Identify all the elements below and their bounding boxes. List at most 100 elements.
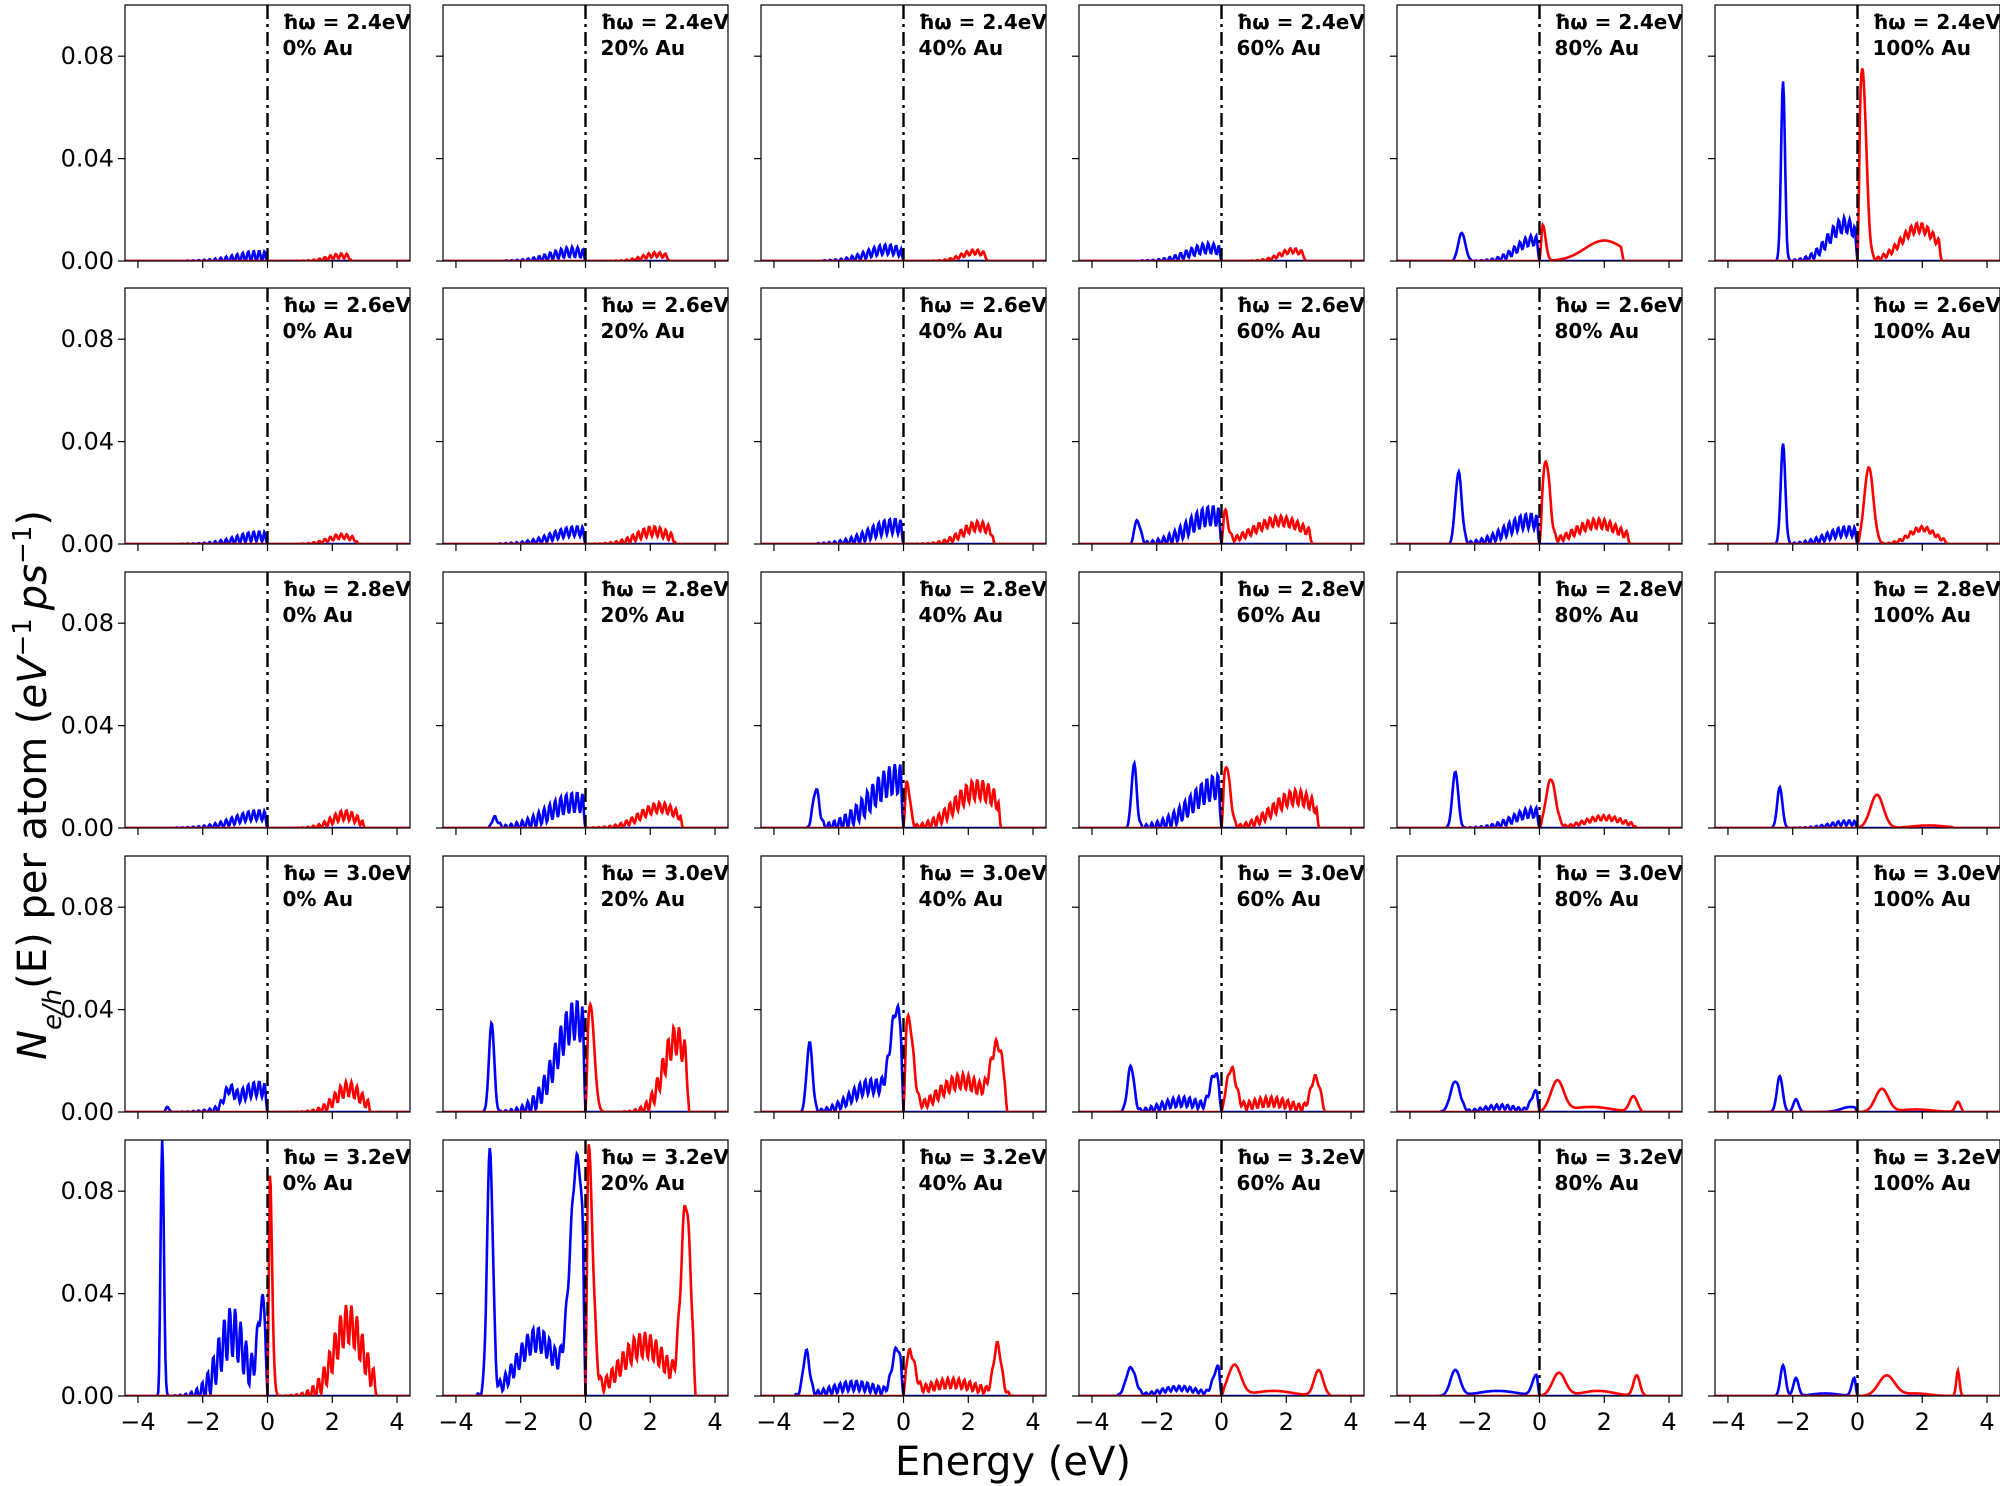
plot-area (443, 5, 728, 261)
photon-energy-label: ħω = 2.6eV (283, 293, 412, 317)
electron-distribution-line (1715, 793, 2000, 828)
y-tick-label: 0.04 (61, 1280, 114, 1308)
plot-area (1397, 288, 1682, 544)
x-tick-label: 2 (1597, 1408, 1612, 1436)
plot-area (1715, 572, 2000, 828)
photon-energy-label: ħω = 3.0eV (919, 861, 1048, 885)
x-tick-label: 0 (1214, 1408, 1229, 1436)
y-axis-title-close: ) (10, 510, 56, 526)
electron-distribution-line (1079, 1064, 1364, 1112)
photon-energy-label: ħω = 3.2eV (601, 1145, 730, 1169)
y-axis-title-unit1: eV (10, 654, 56, 709)
plot-area (761, 572, 1046, 828)
plot-area (1397, 5, 1682, 261)
y-tick-label: 0.00 (61, 814, 114, 842)
photon-energy-label: ħω = 2.4eV (283, 10, 412, 34)
plot-area (443, 856, 728, 1112)
x-tick-label: 4 (389, 1408, 404, 1436)
composition-label: 100% Au (1873, 36, 1971, 60)
y-tick-label: 0.08 (61, 1177, 114, 1205)
composition-label: 20% Au (601, 603, 686, 627)
plot-area (125, 572, 410, 828)
x-tick-label: 4 (1025, 1408, 1040, 1436)
y-tick-label: 0.04 (61, 712, 114, 740)
plot-area (1079, 5, 1364, 261)
composition-label: 80% Au (1555, 1171, 1640, 1195)
photon-energy-label: ħω = 2.4eV (1237, 10, 1366, 34)
plot-area (443, 1140, 728, 1396)
x-tick-label: 0 (1850, 1408, 1865, 1436)
y-tick-label: 0.04 (61, 145, 114, 173)
plot-area (761, 856, 1046, 1112)
x-tick-label: 2 (643, 1408, 658, 1436)
x-tick-label: 2 (1279, 1408, 1294, 1436)
composition-label: 80% Au (1555, 887, 1640, 911)
x-tick-label: 0 (896, 1408, 911, 1436)
photon-energy-label: ħω = 3.0eV (601, 861, 730, 885)
photon-energy-label: ħω = 2.6eV (919, 293, 1048, 317)
x-tick-label: −2 (185, 1408, 220, 1436)
hole-distribution-line (761, 764, 1046, 828)
x-tick-label: −2 (503, 1408, 538, 1436)
x-tick-label: 0 (578, 1408, 593, 1436)
y-tick-label: 0.00 (61, 530, 114, 558)
composition-label: 60% Au (1237, 319, 1322, 343)
y-axis-title-exp1: −1 (8, 618, 38, 656)
y-tick-label: 0.00 (61, 1098, 114, 1126)
plot-area (1397, 856, 1682, 1112)
y-axis-title-argument: (E) per atom ( (10, 709, 56, 989)
composition-label: 0% Au (283, 603, 354, 627)
plot-area (761, 1140, 1046, 1396)
photon-energy-label: ħω = 2.8eV (1237, 577, 1366, 601)
composition-label: 100% Au (1873, 1171, 1971, 1195)
plot-area (125, 288, 410, 544)
plot-area (443, 572, 728, 828)
plot-area (761, 288, 1046, 544)
composition-label: 20% Au (601, 1171, 686, 1195)
photon-energy-label: ħω = 3.0eV (1237, 861, 1366, 885)
x-tick-label: 4 (1343, 1408, 1358, 1436)
photon-energy-label: ħω = 3.2eV (1237, 1145, 1366, 1169)
composition-label: 60% Au (1237, 1171, 1322, 1195)
hole-distribution-line (1397, 1080, 1682, 1112)
x-tick-label: −4 (438, 1408, 473, 1436)
hole-distribution-line (443, 1148, 728, 1396)
composition-label: 80% Au (1555, 319, 1640, 343)
composition-label: 40% Au (919, 319, 1004, 343)
plot-area (1715, 5, 2000, 261)
y-axis-title-exp2: −1 (8, 526, 38, 564)
electron-distribution-line (761, 777, 1046, 828)
x-tick-label: 0 (1532, 1408, 1547, 1436)
composition-label: 20% Au (601, 36, 686, 60)
photon-energy-label: ħω = 3.2eV (283, 1145, 412, 1169)
panel-grid: 0.00 0.04 0.08 ħω = 2.4eV 0% Au ħω = 2.4eV 20%… (61, 4, 2000, 1436)
svg-text:Ne/h(E) per atom (eV−1ps−1): Ne/h(E) per atom (eV−1ps−1) (8, 510, 68, 1060)
photon-energy-label: ħω = 2.6eV (1237, 293, 1366, 317)
photon-energy-label: ħω = 3.2eV (1555, 1145, 1684, 1169)
plot-area (1715, 288, 2000, 544)
composition-label: 80% Au (1555, 36, 1640, 60)
composition-label: 40% Au (919, 887, 1004, 911)
plot-area (1079, 856, 1364, 1112)
plot-area (1397, 1140, 1682, 1396)
electron-distribution-line (1079, 1363, 1364, 1396)
photon-energy-label: ħω = 2.4eV (1873, 10, 2000, 34)
electron-distribution-line (1079, 765, 1364, 828)
y-tick-label: 0.08 (61, 42, 114, 70)
x-tick-label: −2 (1139, 1408, 1174, 1436)
plot-area (1397, 572, 1682, 828)
x-tick-label: −4 (1710, 1408, 1745, 1436)
electron-distribution-line (1397, 1371, 1682, 1396)
